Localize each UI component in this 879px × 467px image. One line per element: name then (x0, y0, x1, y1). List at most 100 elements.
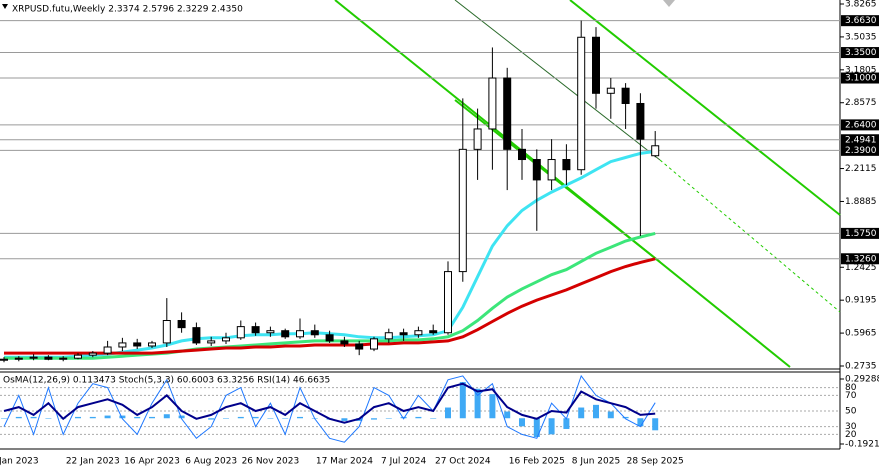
level-label: 1.3260 (845, 254, 877, 264)
x-tick-label: 16 Feb 2025 (509, 457, 565, 467)
osma-bar (430, 418, 437, 419)
channel-line (334, 0, 791, 368)
candle-body (414, 330, 423, 336)
candle-body (384, 332, 393, 340)
level-label-box (841, 253, 879, 265)
candle-body (562, 159, 571, 171)
osma-bar (459, 382, 466, 419)
x-tick-label: 28 Sep 2025 (627, 457, 684, 467)
y-tick-label: 50 (845, 407, 857, 417)
x-tick-label: 27 Oct 2024 (435, 457, 491, 467)
y-tick-label: 0.2735 (845, 362, 877, 372)
candle-body (266, 330, 275, 334)
osma-bar (297, 416, 303, 419)
level-label-box (841, 15, 879, 27)
osma-bar (89, 416, 96, 419)
trend-line (454, 0, 661, 161)
candle-body (473, 128, 482, 150)
shift-marker (663, 0, 675, 7)
indicator-line (3, 374, 656, 443)
osma-bar (267, 418, 274, 419)
osma-bar (208, 418, 215, 420)
indicator-line (3, 382, 656, 424)
candle-body (355, 343, 364, 350)
osma-bar (341, 418, 348, 421)
level-label-box (841, 144, 879, 156)
osma-bar (504, 411, 511, 419)
candle-body (222, 337, 230, 342)
osma-bar (385, 418, 392, 419)
osma-bar (519, 418, 525, 427)
y-tick-label: 0.9195 (845, 296, 877, 306)
y-tick-label: 1.2425 (845, 263, 877, 273)
indicator-header: OsMA(12,26,9) 0.113473 Stoch(5,3,3) 60.6… (3, 376, 330, 386)
candle-body (0, 358, 8, 361)
y-tick-label: 3.5035 (845, 32, 877, 42)
osma-bar (533, 418, 540, 438)
y-tick-label: 0.5965 (845, 329, 877, 339)
candle-body (296, 330, 304, 338)
candle-body (444, 271, 452, 334)
chart-header: XRPUSD.futu,Weekly 2.3374 2.5796 2.3229 … (12, 5, 243, 15)
candle-body (177, 320, 186, 329)
candle-body (251, 326, 260, 334)
y-tick-label: 30 (845, 422, 857, 432)
level-label-box (841, 72, 879, 84)
candle-body (518, 148, 526, 161)
x-tick-label: Jan 2023 (0, 457, 39, 467)
candle-body (118, 342, 127, 348)
x-tick-label: 26 Nov 2023 (242, 457, 300, 467)
osma-bar (548, 418, 555, 435)
osma-bar (607, 411, 614, 419)
y-tick-label: 3.8265 (845, 0, 877, 10)
candle-body (88, 352, 97, 356)
candle-body (148, 342, 156, 347)
y-tick-label: 80 (845, 383, 857, 393)
level-label: 2.6400 (845, 120, 877, 130)
osma-bar (474, 388, 481, 419)
candle-body (370, 338, 378, 350)
osma-bar (371, 418, 377, 420)
header-arrow (2, 4, 8, 9)
candle-body (621, 87, 630, 104)
candle-body (74, 354, 82, 359)
candle-body (503, 77, 512, 150)
osma-bar (282, 418, 289, 419)
osma-bar (445, 407, 451, 419)
x-tick-label: 6 Aug 2023 (185, 457, 237, 467)
level-label: 2.4941 (845, 135, 877, 145)
candle-body (547, 159, 556, 181)
candle-body (651, 145, 660, 157)
candle-body (310, 330, 319, 336)
y-tick-label: 2.8575 (845, 98, 877, 108)
y2-tick-label: -0.192146 (845, 440, 879, 450)
level-label: 2.3900 (845, 146, 877, 156)
osma-bar (149, 416, 155, 419)
osma-bar (652, 418, 659, 431)
osma-bar (178, 415, 185, 419)
candle-body (636, 102, 645, 140)
y-tick-label: 20 (845, 430, 857, 440)
x-tick-label: 17 Mar 2024 (316, 457, 373, 467)
candle-body (236, 326, 245, 339)
osma-bar (578, 407, 585, 419)
osma-bar (163, 414, 170, 419)
candle-body (29, 356, 38, 359)
candle-body (532, 159, 541, 181)
x-tick-label: 7 Jul 2024 (381, 457, 426, 467)
candle-body (281, 330, 290, 338)
moving-average (4, 257, 656, 355)
osma-bar (637, 418, 644, 427)
candle-body (577, 36, 586, 171)
candle-body (488, 77, 497, 130)
osma-bar (400, 416, 407, 419)
osma-bar (1, 418, 7, 419)
x-tick-label: 8 Jun 2025 (572, 457, 620, 467)
osma-bar (563, 418, 570, 429)
y-tick-label: 1.8885 (845, 197, 877, 207)
level-label-box (841, 227, 879, 239)
y-tick-label: 2.2115 (845, 164, 877, 174)
candle-body (133, 342, 142, 347)
candle-body (162, 320, 171, 344)
osma-bar (622, 416, 629, 419)
